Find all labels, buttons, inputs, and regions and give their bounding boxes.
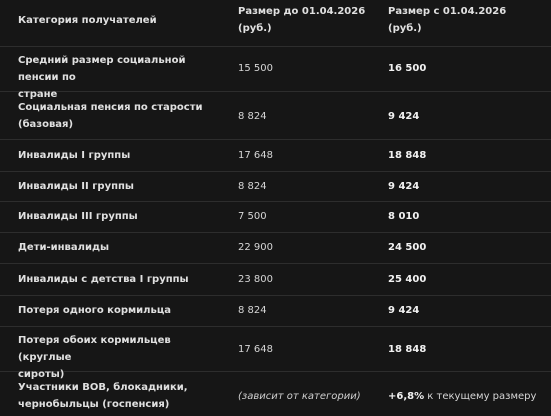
table-row: Инвалиды с детства I группы 23 800 25 40… <box>0 264 551 296</box>
table-row: Инвалиды I группы 17 648 18 848 <box>0 140 551 172</box>
row-after: 18 848 <box>388 344 427 355</box>
row-category: Потеря одного кормильца <box>18 305 171 316</box>
table-row: Участники ВОВ, блокадники, чернобыльцы (… <box>0 372 551 416</box>
row-category: Инвалиды II группы <box>18 181 134 192</box>
row-after: 25 400 <box>388 274 427 285</box>
table-row: Социальная пенсия по старости (базовая) … <box>0 92 551 140</box>
row-before: 22 900 <box>238 242 273 253</box>
header-category: Категория получателей <box>18 15 157 26</box>
header-before-line2: (руб.) <box>238 23 272 34</box>
table-row: Потеря обоих кормильцев (круглые сироты)… <box>0 327 551 380</box>
row-after: 9 424 <box>388 111 420 122</box>
header-before: Размер до 01.04.2026 (руб.) <box>238 3 378 37</box>
row-after: +6,8% к текущему размеру <box>388 388 548 405</box>
row-category: Инвалиды I группы <box>18 150 131 161</box>
row-before: (зависит от категории) <box>238 391 361 402</box>
header-after-line1: Размер с 01.04.2026 <box>388 6 507 17</box>
row-before: 8 824 <box>238 305 267 316</box>
row-before: 23 800 <box>238 274 273 285</box>
row-before: 17 648 <box>238 150 273 161</box>
row-before: 17 648 <box>238 344 273 355</box>
row-category: Социальная пенсия по старости (базовая) <box>18 102 203 130</box>
row-before: 7 500 <box>238 211 267 222</box>
table-row: Средний размер социальной пенсии по стра… <box>0 47 551 100</box>
table-row: Дети-инвалиды 22 900 24 500 <box>0 233 551 264</box>
table-header: Категория получателей Размер до 01.04.20… <box>0 0 551 47</box>
row-after: 18 848 <box>388 150 427 161</box>
row-category: Инвалиды III группы <box>18 211 138 222</box>
row-after-percent: +6,8% <box>388 391 425 402</box>
header-after: Размер с 01.04.2026 (руб.) <box>388 3 548 37</box>
row-after: 9 424 <box>388 181 420 192</box>
row-after: 16 500 <box>388 63 427 74</box>
row-before: 15 500 <box>238 63 273 74</box>
row-before: 8 824 <box>238 181 267 192</box>
row-before: 8 824 <box>238 111 267 122</box>
row-after-text: к текущему размеру <box>424 391 537 402</box>
row-category: Инвалиды с детства I группы <box>18 274 189 285</box>
row-category: Участники ВОВ, блокадники, чернобыльцы (… <box>18 382 188 410</box>
table-row: Инвалиды II группы 8 824 9 424 <box>0 172 551 202</box>
row-category: Дети-инвалиды <box>18 242 110 253</box>
row-category: Потеря обоих кормильцев (круглые сироты) <box>18 335 171 380</box>
row-after: 24 500 <box>388 242 427 253</box>
table-row: Потеря одного кормильца 8 824 9 424 <box>0 296 551 327</box>
table-row: Инвалиды III группы 7 500 8 010 <box>0 202 551 233</box>
row-after: 8 010 <box>388 211 420 222</box>
header-before-line1: Размер до 01.04.2026 <box>238 6 366 17</box>
row-after: 9 424 <box>388 305 420 316</box>
row-category: Средний размер социальной пенсии по стра… <box>18 55 186 100</box>
header-after-line2: (руб.) <box>388 23 422 34</box>
